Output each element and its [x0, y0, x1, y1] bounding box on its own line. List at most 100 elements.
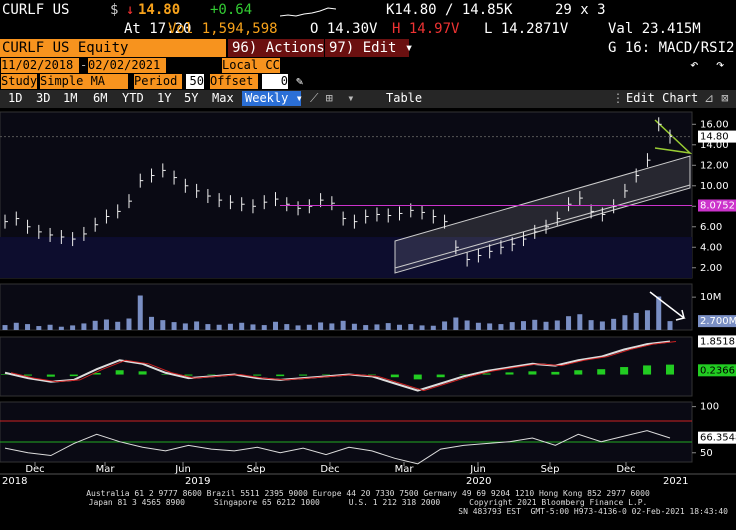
x-tick-label: Jun [174, 464, 191, 475]
arrow: ↓ [126, 2, 135, 18]
macd-hist [413, 374, 422, 380]
study-select[interactable]: Simple MA [40, 74, 128, 89]
actions-menu[interactable]: 96) Actions ▾ [228, 39, 342, 57]
volume-bar [239, 322, 245, 330]
signal-line [10, 340, 677, 392]
volume-bar [532, 319, 538, 330]
volume-bar [520, 321, 526, 330]
study-label: Study [1, 74, 38, 89]
volume-bar [261, 325, 267, 330]
redo-icon[interactable]: ↷ [716, 57, 725, 73]
edit-menu[interactable]: 97) Edit ▾ [325, 39, 413, 57]
x-tick-label: Sep [541, 464, 560, 475]
undo-icon[interactable]: ↶ [690, 57, 699, 73]
gear-icon[interactable]: ⋮ [612, 91, 624, 105]
volume-bar [656, 296, 662, 330]
macd-hist [184, 374, 193, 376]
end-date[interactable]: 02/02/2021 [88, 58, 166, 73]
volume-bar [374, 324, 380, 330]
low: L 14.2871V [484, 21, 569, 37]
macd-hist [115, 370, 124, 375]
macd-hist [482, 373, 491, 375]
volume-bar [47, 324, 53, 330]
volume-bar [667, 321, 673, 330]
start-date[interactable]: 11/02/2018 [1, 58, 79, 73]
macd-hist [597, 369, 606, 375]
volume-bar [340, 320, 346, 330]
last-price-label: 14.80 [700, 132, 729, 143]
range-button[interactable]: 1Y [157, 91, 172, 105]
range-button[interactable]: Max [212, 91, 234, 105]
range-button[interactable]: YTD [122, 91, 144, 105]
volume-bar [103, 319, 109, 330]
volume-bar [273, 321, 279, 330]
y-tick-label: 10M [700, 292, 721, 303]
y-tick-label: 16.00 [700, 119, 729, 130]
traded-value: Val 23.415M [608, 21, 701, 37]
macd-hist [23, 374, 32, 376]
time: At 17:20 [124, 21, 192, 37]
page-title: G 16: MACD/RSI2 [608, 40, 735, 56]
range-button[interactable]: 6M [93, 91, 108, 105]
volume-bar [588, 320, 594, 330]
volume-bar [149, 316, 155, 330]
offset-input[interactable]: 0 [262, 74, 288, 89]
volume-bar [13, 322, 19, 330]
volume-bar [577, 314, 583, 330]
x-tick-label: Mar [395, 464, 415, 475]
pencil-icon[interactable]: ✎ [296, 74, 304, 88]
volume-bar [351, 323, 357, 330]
volume-bar [126, 318, 132, 330]
macd-hist [69, 374, 78, 377]
volume-bar [2, 325, 8, 330]
volume-bar [205, 324, 211, 330]
macd-hist [253, 374, 262, 376]
volume-bar [81, 323, 87, 330]
volume-bar [554, 320, 560, 330]
volume-bar [611, 318, 617, 330]
macd-hist [46, 374, 55, 377]
volume-bar [396, 324, 402, 330]
volume-bar [137, 295, 143, 330]
range-button[interactable]: 1D [8, 91, 23, 105]
volume-bar [318, 322, 324, 330]
period-input[interactable]: 50 [186, 74, 204, 89]
range-button[interactable]: 5Y [184, 91, 199, 105]
drawing-icon[interactable]: ⟋ ⊞ ▾ [310, 91, 355, 105]
sparkline [280, 7, 336, 17]
year-label: 2019 [185, 476, 210, 487]
frequency-select[interactable]: Weekly ▾ [242, 91, 303, 106]
volume-bar [363, 325, 369, 330]
table-button[interactable]: Table [386, 91, 423, 105]
y-tick-label: 14.00 [700, 140, 729, 151]
currency: $ [110, 2, 119, 18]
volume-bar [306, 324, 312, 330]
edit-chart-button[interactable]: Edit Chart [626, 91, 699, 105]
range-button[interactable]: 1M [63, 91, 78, 105]
volume-bar [385, 323, 391, 330]
ma-label-bg [698, 199, 736, 212]
footer-line: Japan 81 3 4565 8900 Singapore 65 6212 1… [88, 498, 648, 507]
volume-bar [430, 325, 436, 330]
y-tick-label: 50 [700, 448, 713, 459]
hist-label-bg [698, 364, 736, 377]
range-button[interactable]: 3D [36, 91, 51, 105]
zoom-icon[interactable]: ⊿ ⊠ [704, 91, 729, 105]
volume-bar [599, 321, 605, 330]
macd-hist [666, 364, 674, 375]
currency-select[interactable]: Local CCY [222, 58, 288, 73]
rsi-label: 66.3548 [700, 433, 736, 444]
macd-hist [1, 374, 9, 375]
hist-label: 0.2366 [700, 365, 735, 376]
y-tick-label: 6.00 [700, 222, 722, 233]
trend-channel [394, 155, 691, 274]
volume-bar [442, 321, 448, 330]
y-tick-label: 4.00 [700, 242, 722, 253]
volume-bar [216, 324, 222, 330]
macd-hist [620, 367, 629, 375]
bid-ask: K14.80 / 14.85K [386, 2, 513, 18]
security-field[interactable]: CURLF US Equity [0, 39, 226, 57]
volume-bar [160, 320, 166, 330]
volume-bar [419, 325, 425, 330]
